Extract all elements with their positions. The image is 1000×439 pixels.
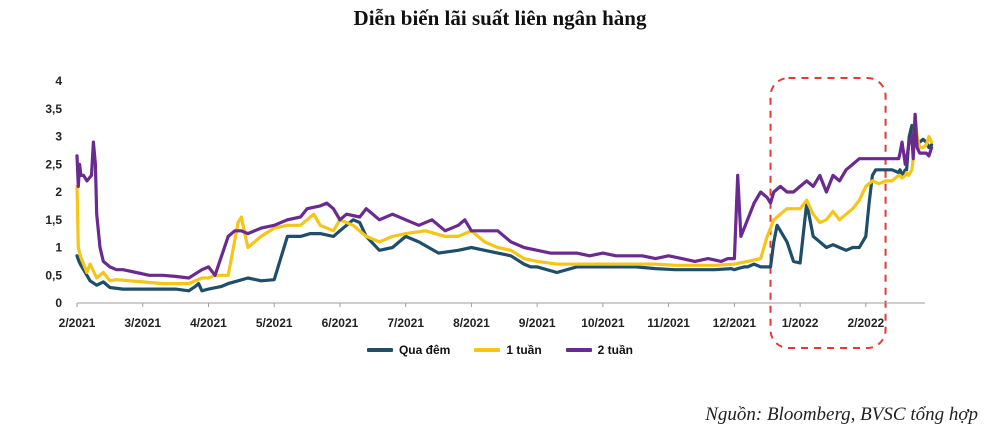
y-tick-label: 0 <box>55 296 62 310</box>
legend: Qua đêm 1 tuần 2 tuần <box>0 343 1000 357</box>
x-tick-label: 3/2021 <box>124 316 161 330</box>
y-tick-label: 0,5 <box>45 268 62 282</box>
x-tick-label: 12/2021 <box>713 316 757 330</box>
series-line-1 <box>75 112 934 286</box>
legend-item-2-tuan: 2 tuần <box>565 343 634 357</box>
y-tick-label: 1,5 <box>45 213 62 227</box>
x-tick-label: 10/2021 <box>581 316 625 330</box>
x-tick-label: 9/2021 <box>519 316 556 330</box>
x-tick-label: 1/2022 <box>782 316 819 330</box>
x-tick-label: 7/2021 <box>387 316 424 330</box>
legend-label-1-tuan: 1 tuần <box>506 343 542 357</box>
y-tick-label: 2,5 <box>45 157 62 171</box>
y-tick-label: 4 <box>55 74 62 88</box>
y-tick-label: 1 <box>55 241 62 255</box>
x-tick-label: 5/2021 <box>256 316 293 330</box>
highlight-box <box>769 77 887 349</box>
legend-label-qua-dem: Qua đêm <box>398 343 451 357</box>
y-tick-label: 2 <box>55 185 62 199</box>
legend-item-1-tuan: 1 tuần <box>474 343 542 357</box>
legend-item-qua-dem: Qua đêm <box>366 343 451 357</box>
chart-title: Diễn biến lãi suất liên ngân hàng <box>353 6 647 30</box>
x-tick-label: 4/2021 <box>190 316 227 330</box>
x-tick-label: 2/2021 <box>59 316 96 330</box>
legend-swatch-1-tuan <box>474 348 501 352</box>
x-tick-label: 6/2021 <box>322 316 359 330</box>
legend-swatch-qua-dem <box>366 348 393 352</box>
series-line-2 <box>75 112 934 280</box>
legend-swatch-2-tuan <box>565 348 592 352</box>
source-note: Nguồn: Bloomberg, BVSC tổng hợp <box>705 404 978 425</box>
x-tick-label: 2/2022 <box>847 316 884 330</box>
legend-label-2-tuan: 2 tuần <box>597 343 634 357</box>
series-line-0 <box>75 123 934 293</box>
y-tick-label: 3 <box>55 130 62 144</box>
x-tick-label: 11/2021 <box>647 316 690 330</box>
x-tick-label: 8/2021 <box>453 316 490 330</box>
y-tick-label: 3,5 <box>45 102 62 116</box>
